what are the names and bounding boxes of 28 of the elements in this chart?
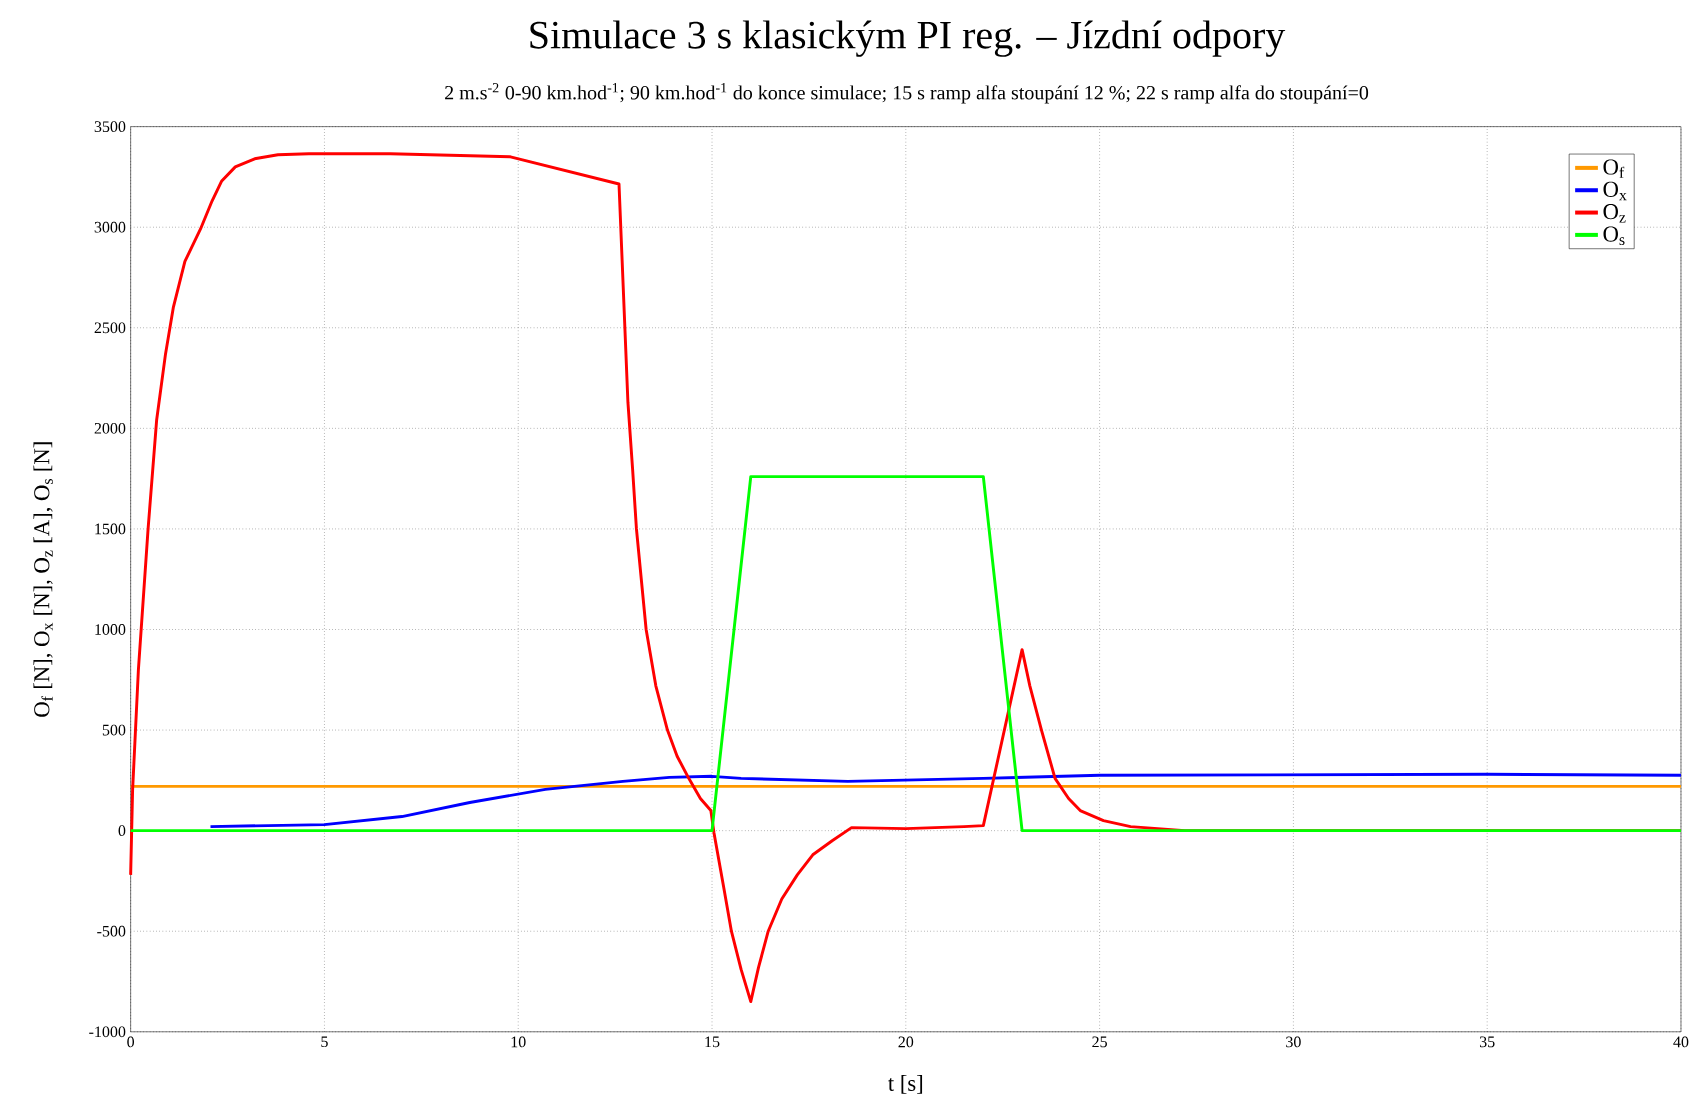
y-tick-label: -500 (97, 925, 126, 937)
chart-subtitle: 2 m.s$^{-2}$ 0-90 km.hod$^{-1}$; 90 km.hod$^{-1}$ do konce simulace; 15 s ramp alfa stoupání 12 %; 22 s ramp alfa do stoupání=0 (445, 83, 1369, 104)
chart-title: Simulace 3 s klasickým PI reg. – Jízdní odpory (530, 20, 1286, 57)
legend-label: O$_{z}$ (1603, 204, 1626, 223)
x-tick-label: 25 (1092, 1036, 1107, 1048)
x-tick-label: 0 (127, 1036, 135, 1048)
x-tick-label: 35 (1479, 1036, 1495, 1048)
legend-label: O$_{s}$ (1603, 226, 1625, 245)
y-tick-label: 2500 (94, 322, 126, 334)
y-tick-label: 1000 (95, 624, 126, 635)
y-tick-label: 3500 (94, 121, 126, 132)
y-tick-label: -1000 (89, 1026, 126, 1038)
x-axis-title: t [s] (888, 1074, 923, 1094)
text: O$_{f}$ [N], O$_{x}$ [N], O$_{z}$ [A], O$_{s}$ [N] (33, 442, 53, 717)
y-tick-label: 1500 (95, 523, 126, 535)
y-tick-label: 2000 (94, 422, 126, 434)
y-tick-label: 0 (118, 825, 126, 836)
y-tick-label: 3000 (94, 221, 126, 233)
x-tick-label: 30 (1286, 1036, 1301, 1048)
x-tick-label: 20 (898, 1036, 914, 1048)
legend-label: O$_{f}$ (1603, 159, 1625, 178)
x-tick-label: 40 (1673, 1036, 1689, 1048)
x-tick-label: 5 (321, 1036, 328, 1048)
line-series (209, 772, 1683, 829)
x-tick-label: 10 (511, 1036, 526, 1048)
legend-label: O$_{x}$ (1603, 181, 1627, 201)
y-tick-label: 500 (102, 724, 126, 736)
x-tick-label: 15 (705, 1036, 720, 1048)
